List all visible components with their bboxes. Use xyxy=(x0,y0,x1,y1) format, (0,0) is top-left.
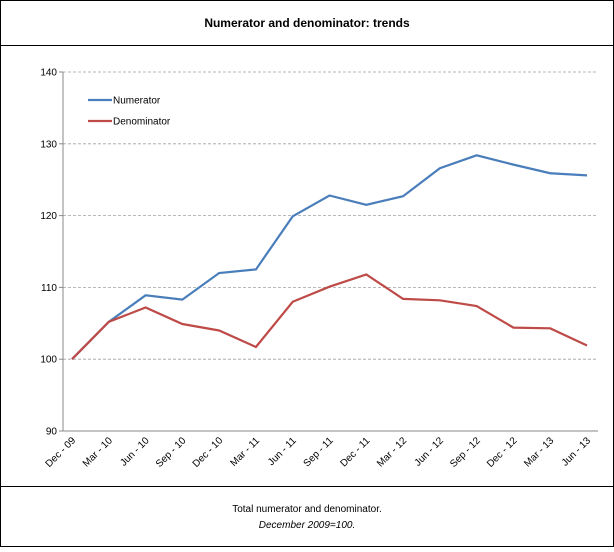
y-tick-label: 110 xyxy=(41,283,57,294)
line-series xyxy=(71,154,588,360)
y-tick-label: 140 xyxy=(40,68,57,79)
caption-note: December 2009=100. xyxy=(259,520,355,531)
line-series xyxy=(71,273,588,360)
y-tick-label: 100 xyxy=(40,355,57,366)
legend-label: Numerator xyxy=(113,96,161,107)
chart-title: Numerator and denominator: trends xyxy=(204,16,410,30)
y-tick-label: 130 xyxy=(40,139,57,150)
caption: Total numerator and denominator. xyxy=(232,504,382,515)
y-tick-label: 90 xyxy=(46,427,58,438)
y-tick-label: 120 xyxy=(40,211,57,222)
legend-label: Denominator xyxy=(113,117,171,128)
